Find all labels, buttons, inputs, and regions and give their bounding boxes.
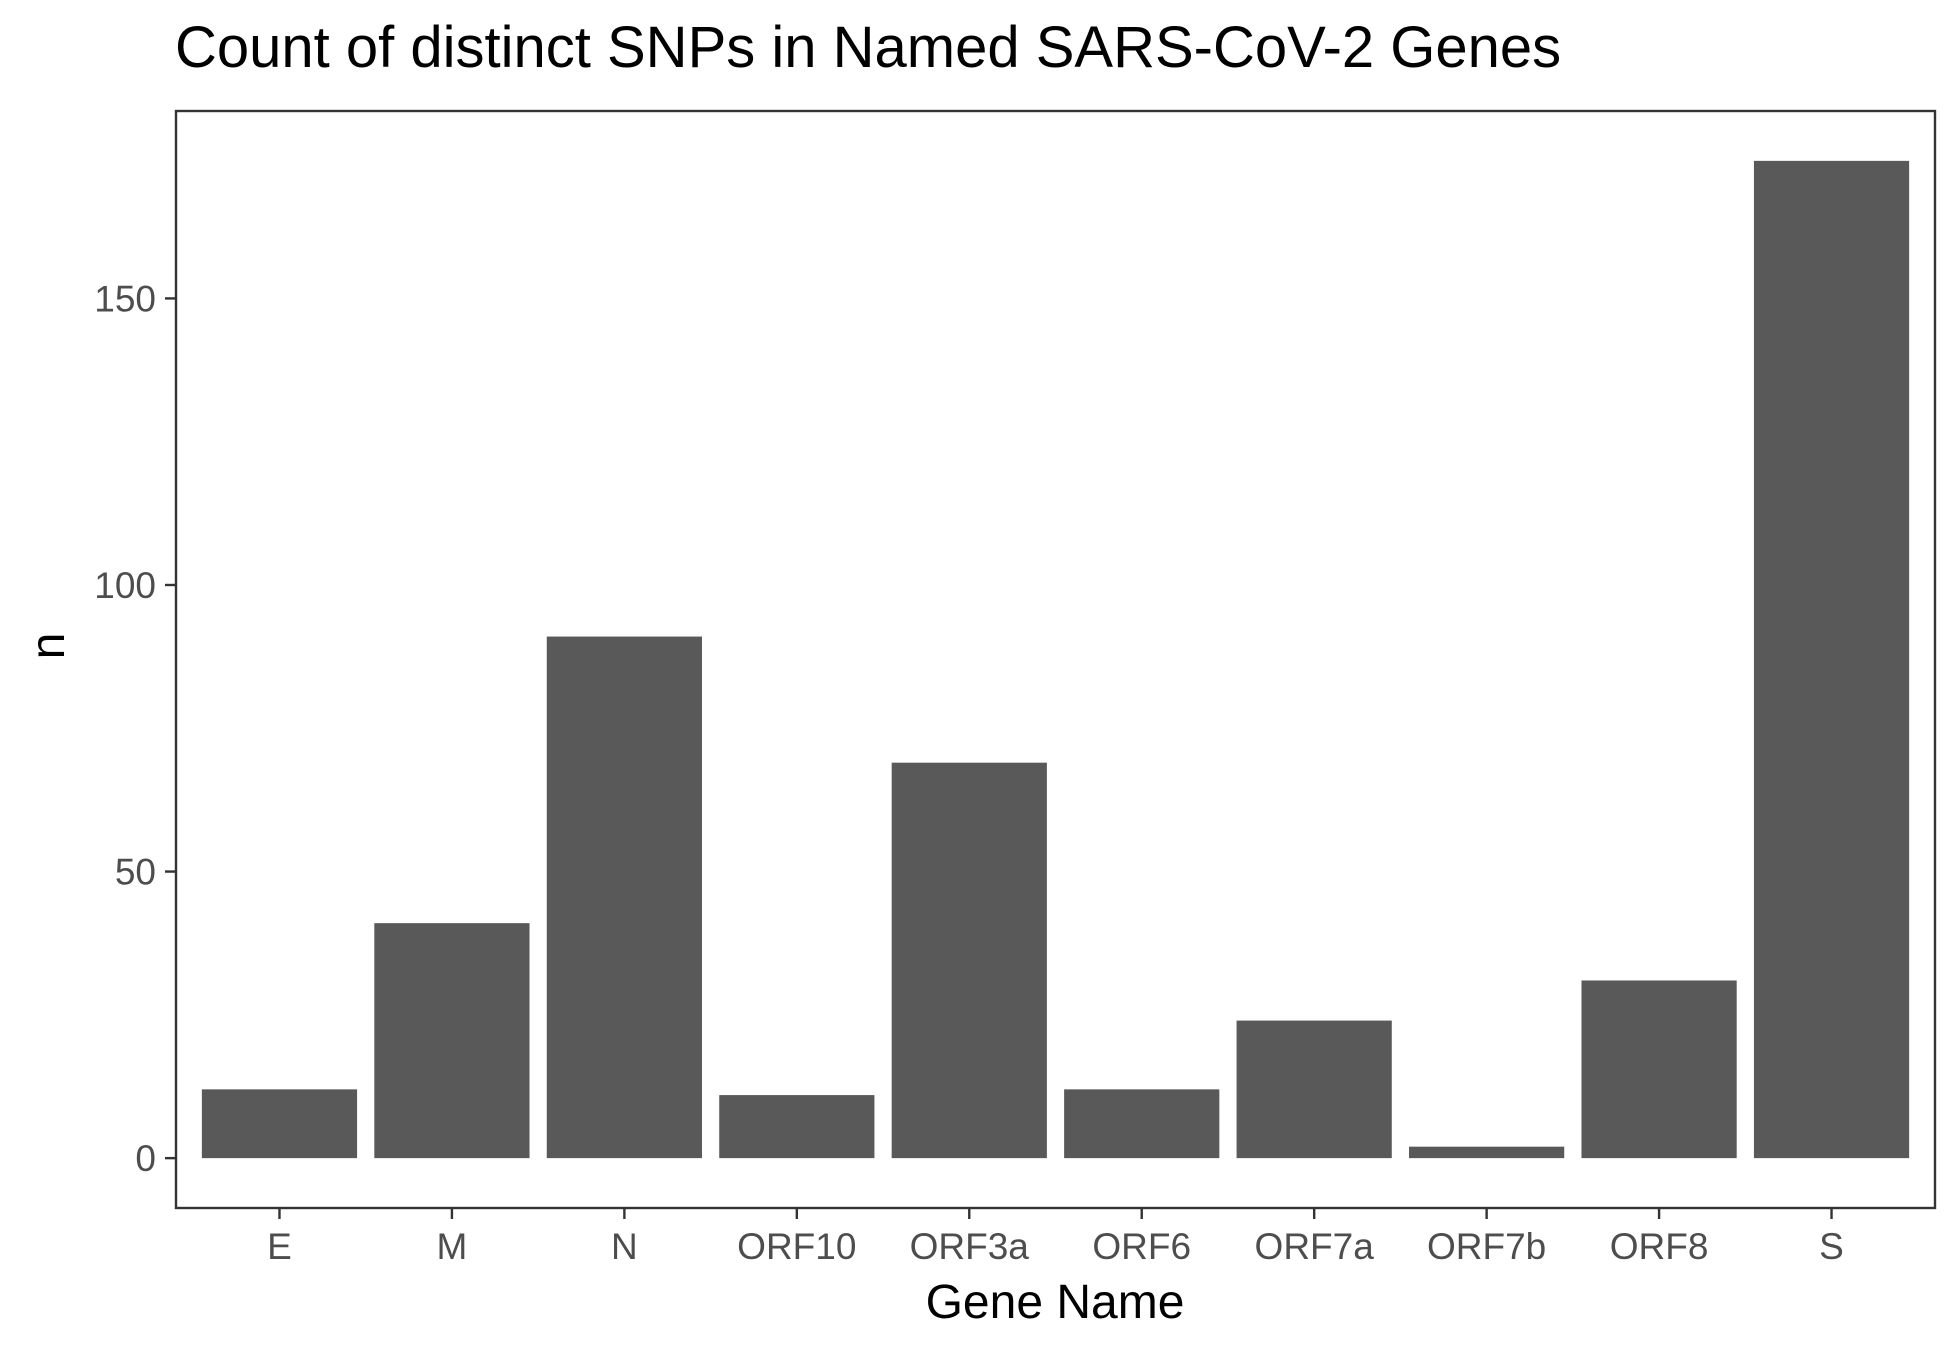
y-tick-label: 150 <box>94 278 156 319</box>
x-tick-label: S <box>1819 1226 1844 1267</box>
bar-m <box>374 923 530 1159</box>
x-tick-label: ORF10 <box>737 1226 856 1267</box>
y-tick-label: 0 <box>135 1138 156 1179</box>
bars-group <box>201 160 1910 1159</box>
x-tick-label: ORF8 <box>1610 1226 1709 1267</box>
x-tick-label: ORF6 <box>1092 1226 1191 1267</box>
bar-orf3a <box>891 762 1047 1159</box>
x-axis-title: Gene Name <box>926 1276 1185 1329</box>
y-tick-label: 50 <box>115 852 156 893</box>
bar-s <box>1753 160 1910 1159</box>
x-tick-label: ORF7a <box>1255 1226 1375 1267</box>
chart-title: Count of distinct SNPs in Named SARS-CoV… <box>175 15 1561 80</box>
bar-orf6 <box>1064 1089 1220 1159</box>
x-tick-label: E <box>267 1226 292 1267</box>
x-tick-label: ORF7b <box>1427 1226 1546 1267</box>
y-tick-label: 100 <box>94 565 156 606</box>
bar-e <box>201 1089 358 1159</box>
bar-n <box>546 636 702 1159</box>
bar-orf8 <box>1581 980 1737 1159</box>
y-axis-title: n <box>22 633 75 660</box>
x-tick-label: ORF3a <box>910 1226 1030 1267</box>
x-tick-label: N <box>611 1226 638 1267</box>
bar-orf7b <box>1409 1146 1565 1159</box>
bar-orf7a <box>1236 1020 1392 1159</box>
x-tick-label: M <box>437 1226 468 1267</box>
bar-orf10 <box>719 1095 875 1159</box>
y-axis: 0 50 100 150 <box>94 278 176 1179</box>
x-axis: E M N ORF10 ORF3a ORF6 ORF7a ORF7b ORF8 S <box>267 1208 1844 1267</box>
